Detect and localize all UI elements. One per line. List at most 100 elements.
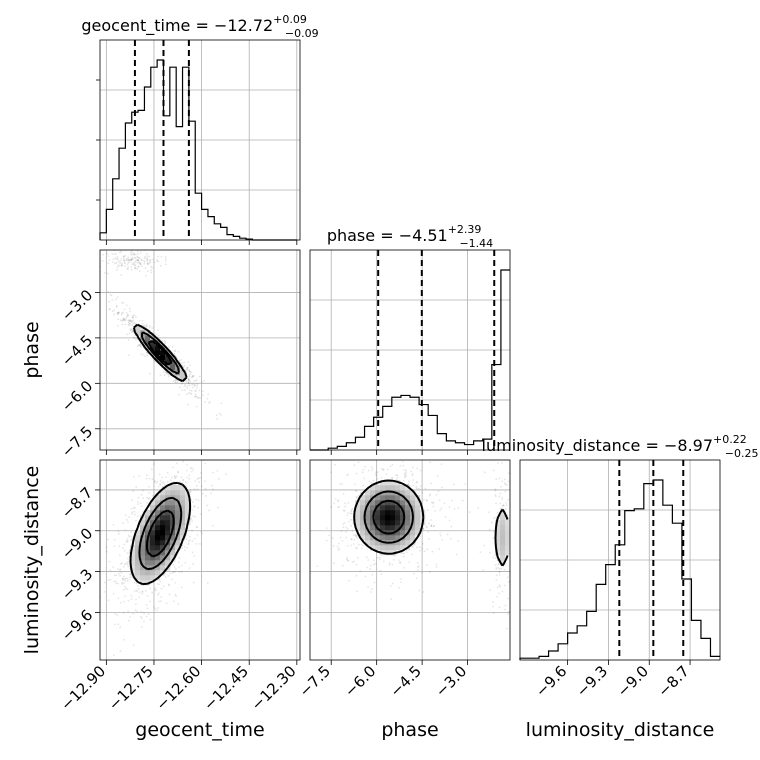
- hist-frame: [519, 459, 721, 661]
- scatter-point: [116, 269, 118, 271]
- scatter-point: [130, 268, 133, 271]
- density-cell: [150, 345, 156, 351]
- scatter-point: [517, 576, 519, 578]
- scatter-point: [173, 379, 176, 382]
- y-tick-label: −3.0: [58, 286, 96, 324]
- scatter-point: [391, 582, 394, 585]
- density-cell: [155, 530, 161, 536]
- scatter-point: [128, 324, 131, 327]
- scatter-point: [402, 464, 405, 467]
- density-cell: [165, 550, 171, 556]
- scatter-point: [127, 319, 130, 322]
- scatter-point: [186, 368, 188, 371]
- scatter-point: [220, 402, 223, 405]
- scatter-point: [193, 505, 196, 508]
- scatter-point: [127, 534, 130, 537]
- scatter-point: [119, 626, 122, 629]
- scatter-point: [115, 261, 118, 264]
- scatter-point: [211, 488, 214, 491]
- scatter-point: [506, 627, 508, 630]
- scatter-point: [106, 272, 109, 275]
- scatter-point: [146, 354, 148, 357]
- scatter-point: [126, 541, 128, 544]
- scatter-point: [448, 505, 451, 508]
- density-cells: [130, 485, 191, 586]
- scatter-point: [354, 489, 357, 492]
- scatter-point: [501, 505, 504, 508]
- scatter-point: [196, 386, 198, 389]
- scatter-point: [176, 475, 178, 478]
- scatter-point: [124, 595, 127, 598]
- scatter-point: [347, 473, 350, 476]
- scatter-point: [109, 569, 112, 572]
- scatter-point: [419, 535, 421, 538]
- scatter-point: [380, 476, 383, 479]
- scatter-point: [133, 510, 136, 513]
- scatter-point: [124, 265, 126, 268]
- density-cell: [170, 365, 176, 371]
- scatter-point: [495, 502, 497, 505]
- scatter-point: [135, 316, 137, 318]
- scatter-point: [430, 482, 432, 485]
- scatter-point: [439, 532, 442, 535]
- scatter-point: [188, 384, 191, 387]
- scatter-point: [386, 468, 389, 471]
- scatter-point: [400, 552, 403, 555]
- scatter-point: [173, 566, 176, 568]
- scatter-point: [140, 505, 143, 508]
- scatter-point: [505, 504, 508, 507]
- scatter-point: [108, 308, 111, 311]
- density-cell: [370, 510, 376, 516]
- scatter-point: [151, 494, 154, 497]
- joint-content: [100, 250, 300, 450]
- density-cell: [415, 505, 421, 511]
- scatter-point: [121, 262, 123, 265]
- density-cell: [170, 500, 176, 506]
- scatter-point: [505, 501, 507, 504]
- scatter-point: [457, 540, 459, 542]
- scatter-point: [133, 513, 136, 516]
- scatter-point: [132, 314, 135, 317]
- scatter-point: [514, 527, 516, 529]
- scatter-point: [336, 500, 339, 502]
- scatter-point: [483, 544, 486, 547]
- scatter-point: [137, 256, 140, 259]
- scatter-point: [136, 259, 139, 262]
- scatter-point: [217, 478, 220, 480]
- scatter-point: [136, 500, 139, 503]
- scatter-point: [122, 311, 124, 314]
- scatter-point: [417, 487, 420, 490]
- scatter-point: [109, 293, 112, 296]
- scatter-point: [360, 543, 363, 546]
- scatter-point: [133, 337, 136, 340]
- y-tick-label: −7.5: [58, 422, 96, 460]
- scatter-point: [144, 274, 147, 277]
- density-cell: [160, 550, 166, 556]
- scatter-point: [186, 368, 189, 371]
- scatter-point: [138, 261, 140, 264]
- scatter-points: [100, 250, 223, 420]
- scatter-point: [344, 522, 346, 524]
- scatter-point: [137, 496, 140, 499]
- scatter-point: [131, 316, 134, 318]
- scatter-point: [121, 577, 124, 580]
- density-cell: [140, 560, 146, 566]
- scatter-point: [424, 454, 426, 456]
- scatter-point: [107, 262, 110, 265]
- scatter-point: [162, 585, 165, 588]
- density-cell: [385, 485, 391, 491]
- scatter-point: [457, 506, 460, 509]
- scatter-point: [415, 481, 418, 483]
- scatter-point: [345, 558, 348, 561]
- density-cell: [380, 525, 386, 531]
- scatter-point: [154, 480, 157, 482]
- scatter-point: [130, 320, 133, 323]
- density-cell: [385, 550, 391, 556]
- scatter-point: [138, 344, 141, 346]
- scatter-point: [159, 479, 162, 482]
- scatter-point: [131, 330, 134, 332]
- density-cell: [365, 510, 371, 516]
- density-cell: [400, 495, 406, 501]
- scatter-point: [116, 614, 119, 617]
- scatter-point: [169, 479, 172, 482]
